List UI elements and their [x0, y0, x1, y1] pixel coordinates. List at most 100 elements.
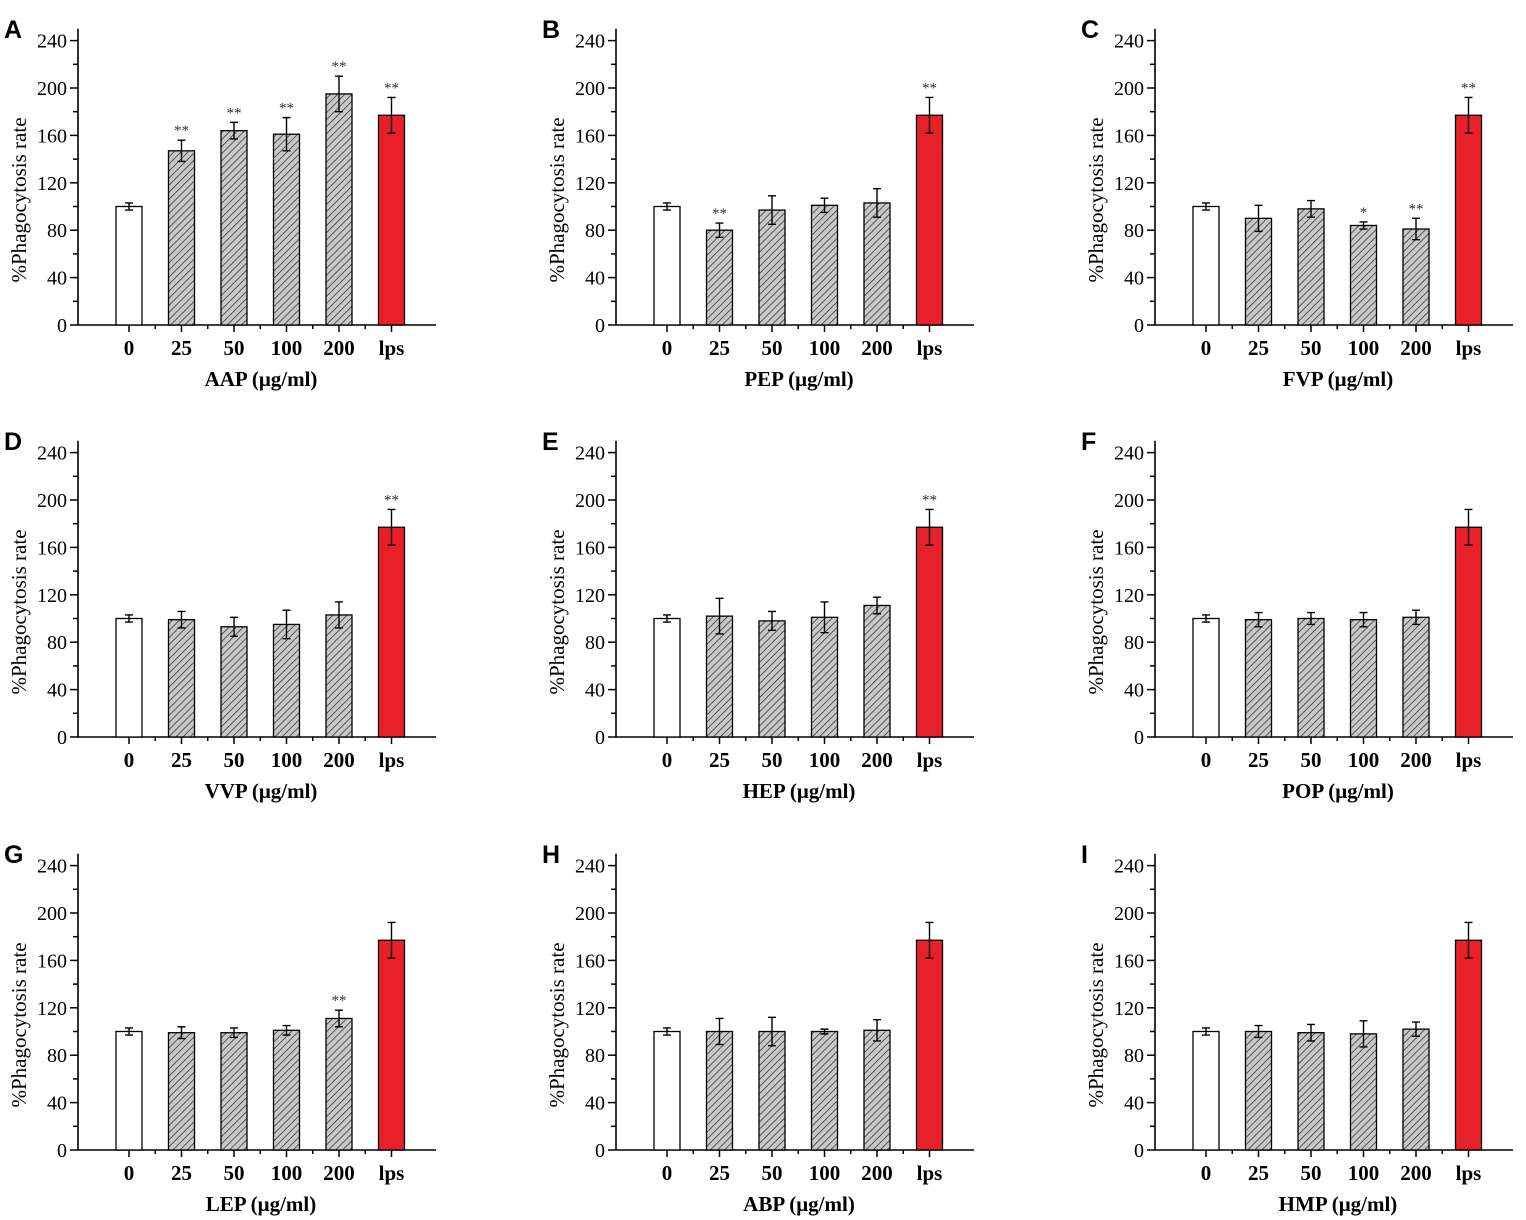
error-bar — [282, 1024, 291, 1036]
y-tick-label: 160 — [575, 125, 605, 147]
x-tick-label: 100 — [1348, 1161, 1380, 1185]
x-tick-label: 25 — [171, 748, 192, 772]
bar-200 — [1402, 228, 1430, 326]
y-tick-label: 120 — [37, 585, 67, 607]
chart-panel-d: D 0 40 80 120 160 200 240 %Phagocytosis rate 0 25 5… — [4, 428, 436, 803]
bar-50 — [758, 1030, 786, 1151]
bar-0 — [115, 617, 143, 738]
y-tick-label: 120 — [1114, 173, 1144, 195]
x-tick-label: 200 — [861, 1161, 893, 1185]
y-tick-label: 120 — [37, 173, 67, 195]
x-tick-label: 50 — [762, 1161, 783, 1185]
error-bar — [820, 197, 829, 214]
y-tick-label: 0 — [1134, 727, 1144, 749]
bar-0 — [1192, 1030, 1220, 1151]
x-axis-title: FVP (μg/ml) — [1283, 367, 1393, 391]
error-bar — [1359, 611, 1368, 628]
y-tick-label: 240 — [37, 856, 67, 878]
error-bar — [177, 610, 186, 629]
y-axis-title: %Phagocytosis rate — [1084, 117, 1108, 282]
x-tick-label: 100 — [809, 336, 841, 360]
y-tick-label: 80 — [1124, 220, 1144, 242]
error-bar — [387, 508, 396, 546]
error-bar — [1464, 921, 1473, 959]
bar-0 — [1192, 205, 1220, 326]
error-bar — [282, 116, 291, 152]
y-tick-label: 40 — [1124, 1093, 1144, 1115]
y-axis-title: %Phagocytosis rate — [7, 529, 31, 694]
error-bar — [768, 1016, 776, 1047]
y-tick-label: 40 — [47, 1093, 67, 1115]
y-tick-label: 200 — [1114, 78, 1144, 100]
x-axis-title: POP (μg/ml) — [1282, 779, 1394, 803]
x-tick-label: 100 — [809, 748, 841, 772]
bar-lps — [1454, 939, 1483, 1151]
x-tick-label: 25 — [709, 748, 730, 772]
x-tick-label: 25 — [709, 1161, 730, 1185]
panel-letter: I — [1081, 841, 1088, 869]
bar-0 — [115, 1030, 143, 1151]
x-tick-label: 25 — [171, 1161, 192, 1185]
y-tick-label: 80 — [585, 220, 605, 242]
y-tick-label: 200 — [575, 903, 605, 925]
error-bar — [1254, 1024, 1263, 1039]
chart-panel-g: G 0 40 80 120 160 200 240 %Phagocytosis rate 0 25 5… — [4, 841, 436, 1216]
x-axis-title: PEP (μg/ml) — [744, 367, 853, 391]
bar-200 — [1402, 1028, 1430, 1151]
bar-25 — [167, 619, 196, 738]
error-bar — [282, 609, 291, 640]
y-axis-title: %Phagocytosis rate — [1084, 529, 1108, 694]
y-tick-label: 160 — [1114, 950, 1144, 972]
error-bar — [925, 508, 934, 546]
bar-100 — [1349, 619, 1378, 738]
x-tick-label: 50 — [224, 336, 245, 360]
error-bar — [873, 1018, 881, 1042]
error-bar — [1464, 96, 1473, 134]
x-tick-label: 200 — [323, 336, 355, 360]
x-tick-label: 0 — [662, 336, 673, 360]
x-tick-label: 200 — [1400, 336, 1432, 360]
chart-panel-a: A 0 40 80 120 160 200 240 %Phagocytosis rate 0 ** 2… — [4, 16, 436, 391]
y-tick-label: 240 — [575, 856, 605, 878]
y-axis-title: %Phagocytosis rate — [545, 529, 569, 694]
y-tick-label: 120 — [575, 585, 605, 607]
significance-marker: ** — [332, 59, 347, 75]
y-tick-label: 40 — [1124, 268, 1144, 290]
x-tick-label: 0 — [124, 748, 135, 772]
bar-25 — [167, 150, 196, 326]
error-bar — [177, 139, 186, 163]
panel-letter: A — [4, 16, 22, 44]
x-tick-label: lps — [379, 1161, 405, 1185]
bar-200 — [1402, 616, 1430, 738]
significance-marker: ** — [384, 80, 399, 96]
bar-50 — [1297, 617, 1325, 738]
x-tick-label: 200 — [323, 1161, 355, 1185]
bar-lps — [377, 939, 406, 1151]
bar-0 — [653, 205, 681, 326]
bar-25 — [1244, 1030, 1273, 1151]
panel-letter: C — [1081, 16, 1099, 44]
panel-letter: F — [1081, 428, 1096, 456]
y-tick-label: 0 — [57, 727, 67, 749]
significance-marker: * — [1360, 205, 1368, 221]
y-axis-title: %Phagocytosis rate — [545, 117, 569, 282]
x-tick-label: 200 — [323, 748, 355, 772]
x-tick-label: lps — [917, 336, 943, 360]
x-tick-label: 0 — [662, 748, 673, 772]
x-tick-label: 50 — [1301, 748, 1322, 772]
y-tick-label: 40 — [585, 680, 605, 702]
x-tick-label: 200 — [1400, 748, 1432, 772]
bar-25 — [705, 615, 734, 738]
y-tick-label: 160 — [37, 950, 67, 972]
x-tick-label: lps — [917, 748, 943, 772]
bar-200 — [325, 1017, 353, 1151]
bar-0 — [1192, 617, 1220, 738]
error-bar — [820, 1028, 829, 1035]
y-tick-label: 200 — [37, 490, 67, 512]
x-tick-label: 25 — [1248, 336, 1269, 360]
y-tick-label: 120 — [1114, 998, 1144, 1020]
y-tick-label: 240 — [575, 443, 605, 465]
y-tick-label: 80 — [1124, 632, 1144, 654]
error-bar — [1202, 614, 1210, 623]
